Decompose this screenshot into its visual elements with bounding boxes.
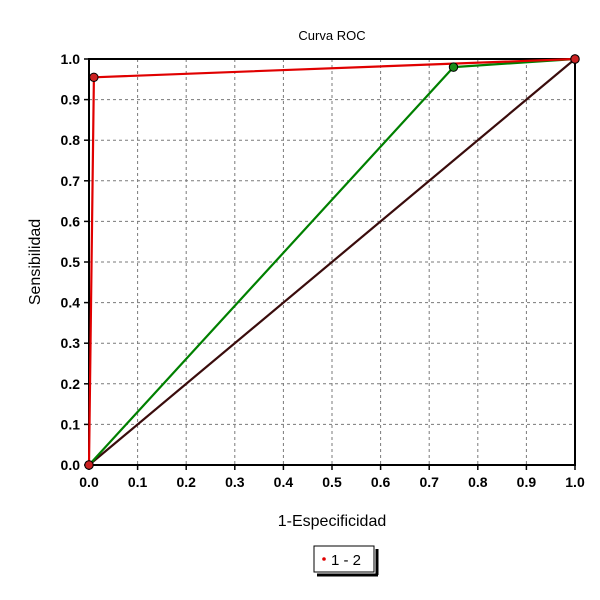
x-tick-label: 0.2 [176,474,196,490]
y-tick-label: 0.7 [61,173,81,189]
legend-label: 1 - 2 [331,552,361,569]
x-tick-label: 0.7 [419,474,439,490]
series-line [88,58,576,466]
x-tick-label: 0.3 [225,474,245,490]
y-tick-label: 0.6 [61,213,81,229]
chart-title: Curva ROC [298,28,365,43]
x-axis-ticks: 0.0 0.1 0.2 0.3 0.4 0.5 0.6 0.7 0.8 0.9 1.0 [79,465,585,490]
grid [89,59,575,465]
series-layer [84,54,580,470]
x-tick-label: 0.9 [517,474,537,490]
x-tick-label: 1.0 [565,474,585,490]
x-tick-label: 0.1 [128,474,148,490]
x-tick-label: 0.4 [274,474,294,490]
y-tick-label: 0.8 [61,132,81,148]
series-point [570,54,580,64]
y-tick-label: 0.5 [61,254,81,270]
y-tick-label: 0.2 [61,376,81,392]
y-tick-label: 0.9 [61,92,81,108]
x-tick-label: 0.8 [468,474,488,490]
x-tick-label: 0.0 [79,474,99,490]
y-tick-label: 0.4 [61,295,81,311]
series-point [448,62,459,72]
y-axis-label: Sensibilidad [27,219,44,305]
legend-marker [322,557,326,561]
series-point [84,460,94,470]
y-tick-label: 1.0 [61,51,81,67]
legend: 1 - 2 [313,545,379,577]
y-tick-label: 0.0 [61,457,81,473]
y-axis-ticks: 0.0 0.1 0.2 0.3 0.4 0.5 0.6 0.7 0.8 0.9 1.0 [61,51,89,473]
x-axis-label: 1-Especificidad [278,513,387,530]
x-tick-label: 0.5 [322,474,342,490]
y-tick-label: 0.1 [61,416,81,432]
y-tick-label: 0.3 [61,335,81,351]
x-tick-label: 0.6 [371,474,391,490]
series-point [89,72,99,82]
